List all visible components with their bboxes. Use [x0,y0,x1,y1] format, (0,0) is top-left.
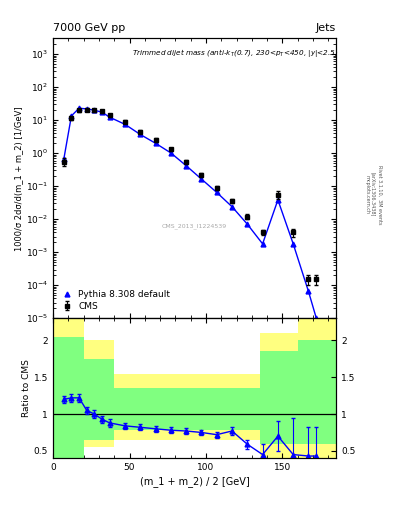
Pythia 8.308 default [199,176,204,182]
Pythia 8.308 default [138,132,143,138]
Line: Pythia 8.308 default: Pythia 8.308 default [61,106,319,320]
Text: Trimmed dijet mass (anti-k$_T$(0.7), 230<p$_T$<450, |y|<2.5): Trimmed dijet mass (anti-k$_T$(0.7), 230… [132,47,339,59]
Pythia 8.308 default [77,105,81,111]
Pythia 8.308 default [123,121,127,127]
Pythia 8.308 default [69,113,74,119]
Pythia 8.308 default [306,288,311,294]
Pythia 8.308 default [153,140,158,146]
Pythia 8.308 default [107,114,112,120]
Text: [arXiv:1306.3438]: [arXiv:1306.3438] [370,173,375,217]
Text: 7000 GeV pp: 7000 GeV pp [53,23,125,33]
Pythia 8.308 default [314,314,318,321]
Legend: Pythia 8.308 default, CMS: Pythia 8.308 default, CMS [57,288,173,314]
Pythia 8.308 default [84,106,89,112]
Pythia 8.308 default [245,221,250,227]
Pythia 8.308 default [230,204,234,210]
Pythia 8.308 default [275,197,280,203]
Text: Rivet 3.1.10,  3M events: Rivet 3.1.10, 3M events [377,165,382,224]
Pythia 8.308 default [92,107,97,113]
Pythia 8.308 default [291,241,296,247]
X-axis label: (m_1 + m_2) / 2 [GeV]: (m_1 + m_2) / 2 [GeV] [140,476,250,487]
Y-axis label: Ratio to CMS: Ratio to CMS [22,359,31,417]
Pythia 8.308 default [260,241,265,247]
Pythia 8.308 default [169,150,173,156]
Pythia 8.308 default [214,189,219,196]
Text: Jets: Jets [316,23,336,33]
Pythia 8.308 default [184,163,189,169]
Text: CMS_2013_I1224539: CMS_2013_I1224539 [162,223,227,229]
Text: mcplots.cern.ch: mcplots.cern.ch [364,175,369,214]
Y-axis label: 1000/σ 2dσ/d(m_1 + m_2) [1/GeV]: 1000/σ 2dσ/d(m_1 + m_2) [1/GeV] [14,106,23,251]
Pythia 8.308 default [61,156,66,162]
Pythia 8.308 default [100,109,105,115]
